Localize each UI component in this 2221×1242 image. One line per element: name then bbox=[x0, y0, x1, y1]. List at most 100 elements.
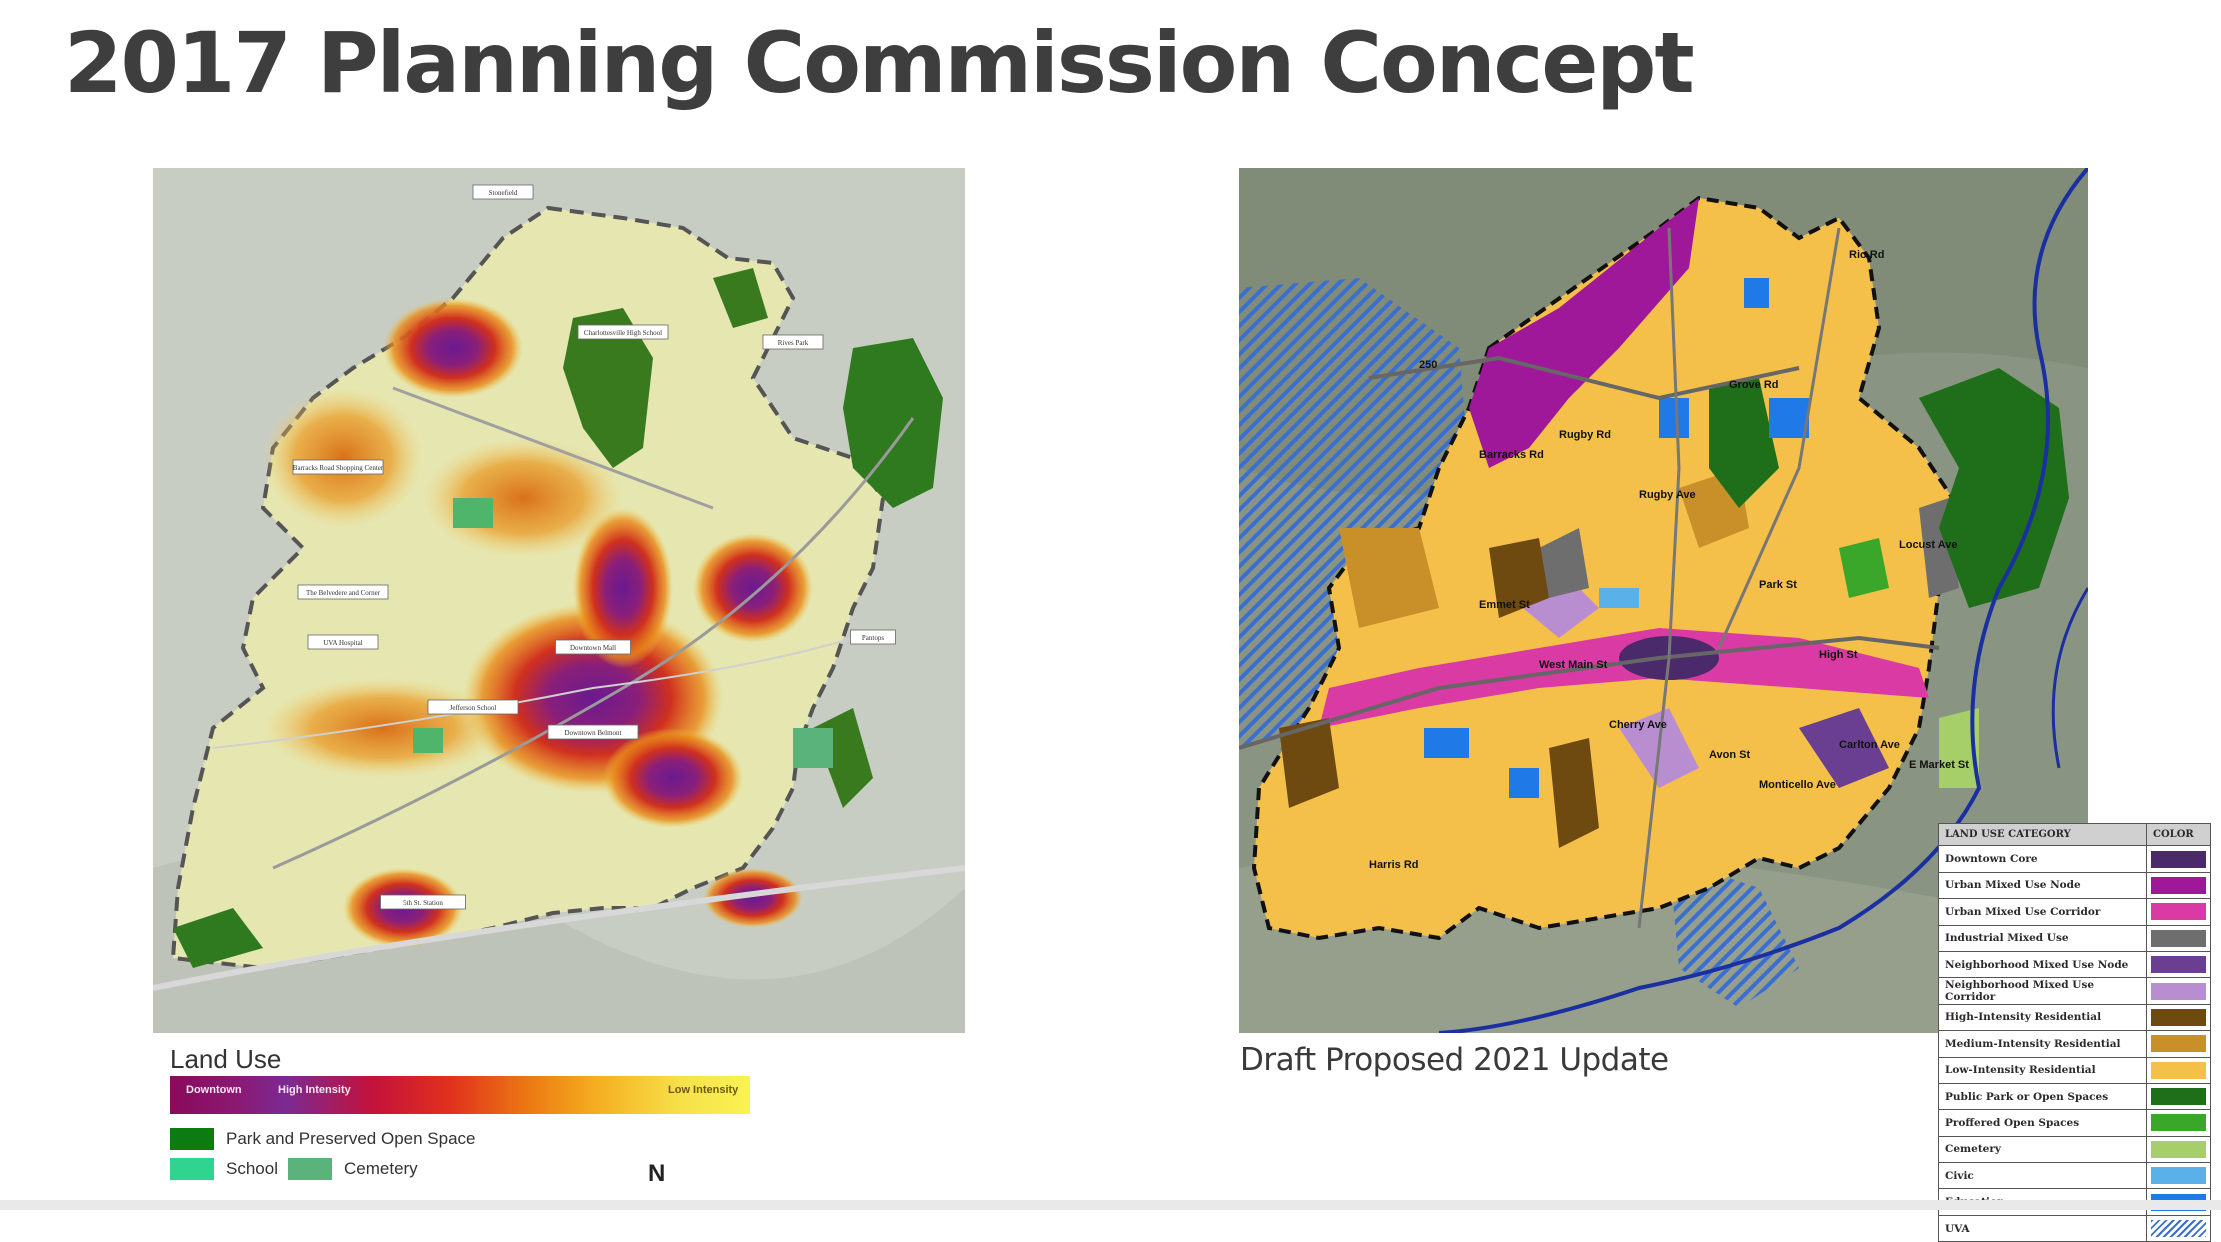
legend-row-label: High-Intensity Residential bbox=[1938, 1003, 2147, 1032]
road-label: Emmet St bbox=[1479, 599, 1530, 611]
svg-text:The Belvedere and Corner: The Belvedere and Corner bbox=[306, 589, 381, 597]
legend-row-label: Industrial Mixed Use bbox=[1938, 924, 2147, 952]
cemetery-swatch bbox=[288, 1158, 332, 1180]
legend-row-label: Urban Mixed Use Corridor bbox=[1938, 898, 2147, 926]
legend-row-color bbox=[2146, 1003, 2211, 1032]
color-swatch bbox=[2151, 876, 2206, 894]
road-label: West Main St bbox=[1539, 659, 1608, 671]
legend-row-color bbox=[2146, 871, 2211, 900]
legend-row-color bbox=[2146, 1109, 2211, 1137]
map-place-label: Stonefield bbox=[472, 184, 534, 200]
color-swatch bbox=[2151, 1167, 2206, 1185]
legend-row-label: Cemetery bbox=[1938, 1135, 2147, 1164]
legend-row: Public Park or Open Spaces bbox=[1938, 1082, 2211, 1111]
legend-row-color bbox=[2146, 1030, 2211, 1058]
road-label: Harris Rd bbox=[1369, 859, 1419, 871]
map-place-label: Barracks Road Shopping Center bbox=[292, 459, 384, 475]
header-color: COLOR bbox=[2146, 822, 2211, 847]
legend-row: Medium-Intensity Residential bbox=[1938, 1030, 2211, 1058]
map-place-label: UVA Hospital bbox=[307, 634, 379, 650]
map-place-label: Downtown Belmont bbox=[547, 724, 639, 740]
legend-row-label: Medium-Intensity Residential bbox=[1938, 1030, 2147, 1058]
road-label: E Market St bbox=[1909, 759, 1969, 771]
legend-row-label: Downtown Core bbox=[1938, 845, 2147, 873]
bottom-scrollbar bbox=[0, 1200, 2221, 1210]
legend-row-color bbox=[2146, 1056, 2211, 1084]
river bbox=[1438, 168, 2088, 1033]
legend-row: Urban Mixed Use Node bbox=[1938, 871, 2211, 900]
svg-text:Pantops: Pantops bbox=[862, 634, 884, 642]
legend-item-cemetery: Cemetery bbox=[288, 1158, 418, 1180]
road-label: Carlton Ave bbox=[1839, 739, 1900, 751]
road-label: 250 bbox=[1419, 359, 1437, 371]
road-label: Rugby Rd bbox=[1559, 429, 1611, 441]
map-place-label: 5th St. Station bbox=[380, 894, 466, 910]
road-label: Rugby Ave bbox=[1639, 489, 1696, 501]
legend-row: Industrial Mixed Use bbox=[1938, 924, 2211, 952]
svg-text:Stonefield: Stonefield bbox=[489, 189, 518, 197]
park-area bbox=[843, 338, 943, 508]
legend-row-label: Proffered Open Spaces bbox=[1938, 1109, 2147, 1137]
road-label: High St bbox=[1819, 649, 1858, 661]
color-swatch bbox=[2151, 850, 2206, 868]
land-use-legend: Land Use Downtown High Intensity Low Int… bbox=[168, 1044, 768, 1194]
legend-row-color bbox=[2146, 924, 2211, 952]
svg-text:Downtown Mall: Downtown Mall bbox=[570, 644, 616, 652]
map-place-label: Charlottesville High School bbox=[577, 324, 669, 340]
svg-text:Downtown Belmont: Downtown Belmont bbox=[565, 729, 622, 737]
legend-row: Downtown Core bbox=[1938, 845, 2211, 873]
svg-text:5th St. Station: 5th St. Station bbox=[403, 899, 443, 907]
legend-row-color bbox=[2146, 950, 2211, 979]
svg-text:Barracks Road Shopping Center: Barracks Road Shopping Center bbox=[293, 464, 384, 472]
school-swatch bbox=[170, 1158, 214, 1180]
legend-row-label: Civic bbox=[1938, 1162, 2147, 1190]
legend-row-color bbox=[2146, 1162, 2211, 1190]
legend-row-label: Neighborhood Mixed Use Corridor bbox=[1938, 977, 2147, 1005]
right-map-canvas: 250 Grove Rd Rugby Rd Rugby Ave Barracks Rd E… bbox=[1239, 168, 2088, 1033]
legend-row-label: Public Park or Open Spaces bbox=[1938, 1082, 2147, 1111]
intensity-gradient bbox=[170, 1076, 750, 1114]
legend-row: Proffered Open Spaces bbox=[1938, 1109, 2211, 1137]
svg-text:Jefferson School: Jefferson School bbox=[450, 704, 497, 712]
legend-row: Neighborhood Mixed Use Corridor bbox=[1938, 977, 2211, 1005]
road-label: Cherry Ave bbox=[1609, 719, 1667, 731]
draft-land-use-map[interactable]: 250 Grove Rd Rugby Rd Rugby Ave Barracks Rd E… bbox=[1239, 168, 2088, 1033]
color-swatch bbox=[2151, 1035, 2206, 1053]
header-category: LAND USE CATEGORY bbox=[1938, 822, 2147, 847]
road-label: Monticello Ave bbox=[1759, 779, 1836, 791]
uva-zone bbox=[1239, 278, 1469, 748]
legend-title: Land Use bbox=[170, 1044, 282, 1074]
legend-row-label: UVA bbox=[1938, 1214, 2147, 1242]
legend-item-park: Park and Preserved Open Space bbox=[170, 1128, 475, 1150]
map-place-label: Rives Park bbox=[762, 334, 824, 350]
legend-row-color bbox=[2146, 1135, 2211, 1164]
map-place-label: The Belvedere and Corner bbox=[297, 584, 389, 600]
svg-text:UVA Hospital: UVA Hospital bbox=[323, 639, 362, 647]
map-place-label: Jefferson School bbox=[427, 699, 519, 715]
color-swatch bbox=[2151, 1088, 2206, 1106]
gradient-label-high: High Intensity bbox=[278, 1084, 351, 1096]
color-swatch bbox=[2151, 1140, 2206, 1158]
legend-row: Low-Intensity Residential bbox=[1938, 1056, 2211, 1084]
park-area bbox=[1919, 368, 2069, 608]
color-swatch bbox=[2151, 982, 2206, 1000]
page-title: 2017 Planning Commission Concept bbox=[64, 14, 1695, 112]
color-swatch bbox=[2151, 956, 2206, 974]
color-swatch bbox=[2151, 1008, 2206, 1026]
legend-row-color bbox=[2146, 845, 2211, 873]
urban-mixed-use-node bbox=[1469, 198, 1699, 468]
left-map-canvas: Stonefield Charlottesville High School Bar… bbox=[153, 168, 965, 1033]
legend-item-school: School bbox=[170, 1158, 278, 1180]
legend-row-label: Neighborhood Mixed Use Node bbox=[1938, 950, 2147, 979]
map-place-label: Downtown Mall bbox=[555, 639, 631, 655]
land-use-intensity-map[interactable]: Stonefield Charlottesville High School Bar… bbox=[153, 168, 965, 1033]
gradient-label-downtown: Downtown bbox=[186, 1084, 242, 1096]
road-label: Locust Ave bbox=[1899, 539, 1957, 551]
land-use-category-legend: LAND USE CATEGORY COLOR Downtown Core Urb… bbox=[1938, 822, 2211, 1242]
road-label: Avon St bbox=[1709, 749, 1750, 761]
svg-text:Rives Park: Rives Park bbox=[778, 339, 809, 347]
legend-row: Cemetery bbox=[1938, 1135, 2211, 1164]
legend-row: Neighborhood Mixed Use Node bbox=[1938, 950, 2211, 979]
legend-row-color bbox=[2146, 977, 2211, 1005]
legend-row: High-Intensity Residential bbox=[1938, 1003, 2211, 1032]
